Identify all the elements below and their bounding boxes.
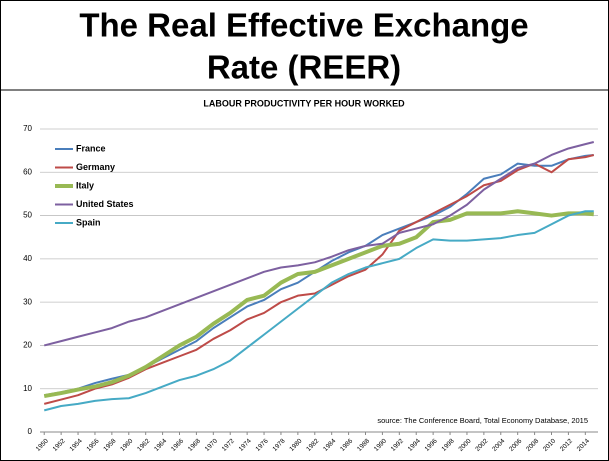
x-tick-label: 1992	[390, 437, 405, 452]
y-tick-label: 10	[23, 384, 32, 393]
x-tick-label: 1990	[373, 437, 388, 452]
x-tick-label: 1996	[424, 437, 439, 452]
series-line	[43, 141, 595, 347]
x-tick-label: 1952	[52, 437, 67, 452]
x-tick-label: 2014	[576, 437, 591, 452]
y-tick-label: 50	[23, 211, 32, 220]
x-tick-label: 1982	[305, 437, 320, 452]
x-tick-label: 2004	[491, 437, 506, 452]
x-tick-label: 1972	[221, 437, 236, 452]
x-tick-label: 1994	[407, 437, 422, 452]
x-tick-label: 1950	[35, 437, 50, 452]
series-line	[43, 210, 594, 412]
x-tick-label: 1974	[238, 437, 253, 452]
x-tick-label: 1958	[102, 437, 117, 452]
slide-title: The Real Effective Exchange	[79, 7, 528, 44]
x-tick-label: 1954	[68, 437, 83, 452]
annotation: source: The Conference Board, Total Econ…	[377, 416, 588, 425]
x-tick-label: 2006	[508, 437, 523, 452]
x-tick-label: 1970	[204, 437, 219, 452]
y-tick-label: 0	[28, 427, 33, 436]
x-tick-label: 1964	[153, 437, 168, 452]
y-tick-label: 40	[23, 254, 32, 263]
x-tick-label: 1976	[254, 437, 269, 452]
legend-label: Italy	[76, 180, 94, 190]
x-tick-label: 1956	[85, 437, 100, 452]
x-tick-label: 2012	[559, 437, 574, 452]
x-tick-label: 1966	[170, 437, 185, 452]
x-tick-label: 2002	[474, 437, 489, 452]
legend-label: Spain	[76, 217, 101, 227]
legend-label: France	[76, 143, 106, 153]
x-tick-label: 1962	[136, 437, 151, 452]
y-tick-label: 60	[23, 167, 32, 176]
x-tick-label: 1968	[187, 437, 202, 452]
legend-label: United States	[76, 199, 134, 209]
x-tick-label: 2008	[525, 437, 540, 452]
series-line	[43, 209, 594, 399]
y-tick-label: 30	[23, 297, 32, 306]
legend-label: Germany	[76, 162, 115, 172]
slide-title: Rate (REER)	[207, 49, 401, 86]
x-tick-label: 1986	[339, 437, 354, 452]
x-tick-label: 1998	[440, 437, 455, 452]
y-tick-label: 20	[23, 341, 32, 350]
y-tick-label: 70	[23, 124, 32, 133]
x-tick-label: 1960	[119, 437, 134, 452]
x-tick-label: 1980	[288, 437, 303, 452]
x-tick-label: 2000	[457, 437, 472, 452]
series-line	[43, 154, 595, 405]
series-line	[44, 153, 594, 397]
x-tick-label: 2010	[542, 437, 557, 452]
x-tick-label: 1984	[322, 437, 337, 452]
x-tick-label: 1988	[356, 437, 371, 452]
chart-title: LABOUR PRODUCTIVITY PER HOUR WORKED	[203, 98, 405, 108]
x-tick-label: 1978	[271, 437, 286, 452]
